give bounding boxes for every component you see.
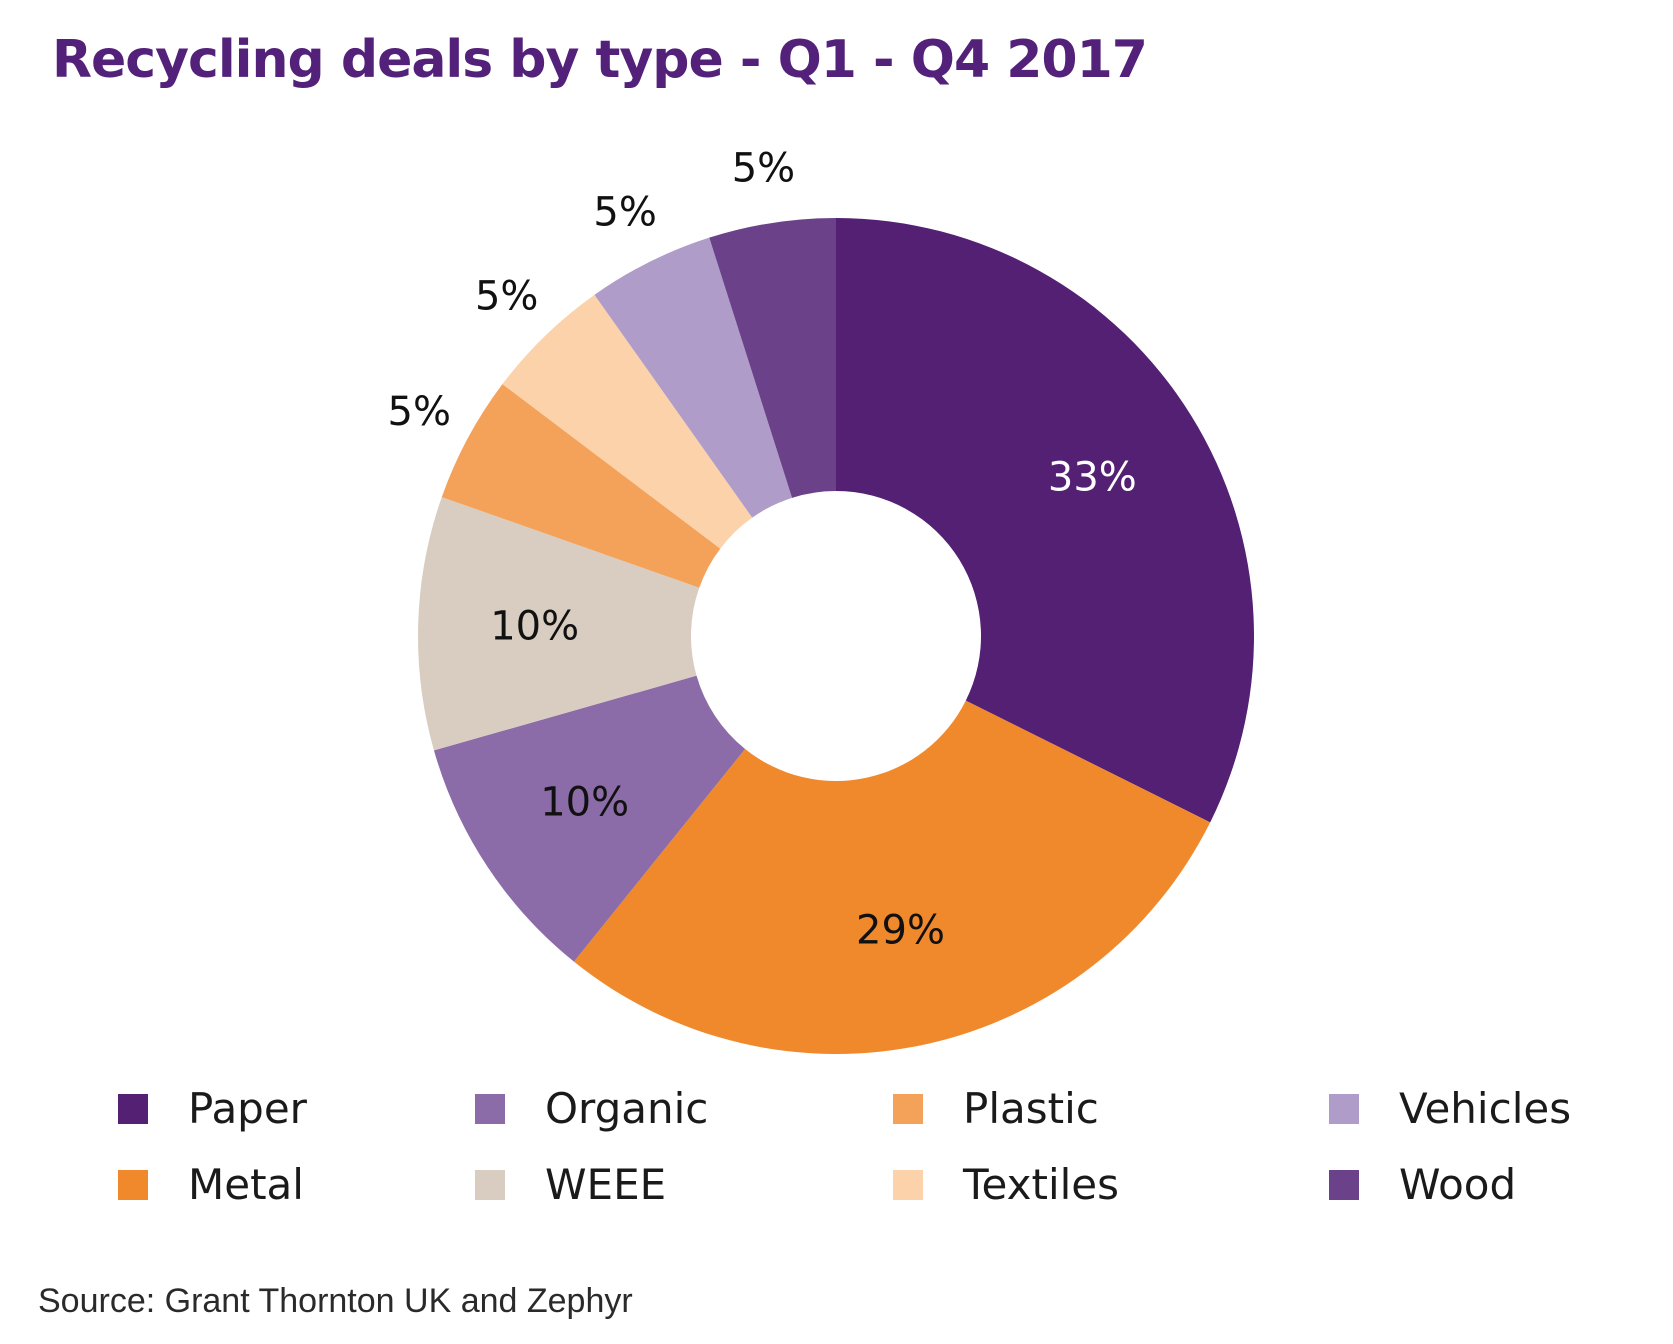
legend-label: Vehicles <box>1399 1084 1572 1133</box>
legend-item-textiles: Textiles <box>893 1160 1119 1209</box>
data-label-wood: 5% <box>732 146 795 192</box>
legend-label: WEEE <box>545 1160 667 1209</box>
data-label-metal: 29% <box>856 908 945 954</box>
data-label-vehicles: 5% <box>593 190 656 236</box>
legend-swatch <box>1329 1093 1359 1124</box>
chart-title: Recycling deals by type - Q1 - Q4 2017 <box>52 30 1148 90</box>
legend-item-organic: Organic <box>475 1084 708 1133</box>
data-label-weee: 10% <box>490 604 579 650</box>
legend-swatch <box>475 1093 505 1124</box>
legend-label: Organic <box>545 1084 709 1133</box>
legend-label: Wood <box>1399 1160 1517 1209</box>
source-note: Source: Grant Thornton UK and Zephyr <box>38 1282 633 1320</box>
legend-label: Textiles <box>963 1160 1120 1209</box>
legend-label: Plastic <box>963 1084 1099 1133</box>
legend-item-metal: Metal <box>118 1160 304 1209</box>
legend-swatch <box>475 1169 505 1200</box>
slice-plastic <box>441 384 721 588</box>
legend-label: Metal <box>188 1160 304 1209</box>
slice-paper <box>836 218 1254 823</box>
legend-label: Paper <box>188 1084 307 1133</box>
data-label-organic: 10% <box>540 780 629 826</box>
data-label-paper: 33% <box>1048 454 1137 500</box>
legend-swatch <box>893 1169 923 1200</box>
legend-swatch <box>118 1169 148 1200</box>
slice-wood <box>709 218 836 498</box>
data-label-plastic: 5% <box>388 389 451 435</box>
legend-item-paper: Paper <box>118 1084 307 1133</box>
legend-item-wood: Wood <box>1329 1160 1516 1209</box>
legend-item-vehicles: Vehicles <box>1329 1084 1571 1133</box>
legend-item-weee: WEEE <box>475 1160 666 1209</box>
legend-item-plastic: Plastic <box>893 1084 1099 1133</box>
legend-swatch <box>1329 1169 1359 1200</box>
legend-swatch <box>118 1093 148 1124</box>
data-label-textiles: 5% <box>475 273 538 319</box>
slice-vehicles <box>594 237 793 518</box>
slice-textiles <box>502 294 753 549</box>
slice-organic <box>433 675 746 962</box>
slice-metal <box>573 700 1211 1054</box>
slice-weee <box>418 497 700 751</box>
legend-swatch <box>893 1093 923 1124</box>
